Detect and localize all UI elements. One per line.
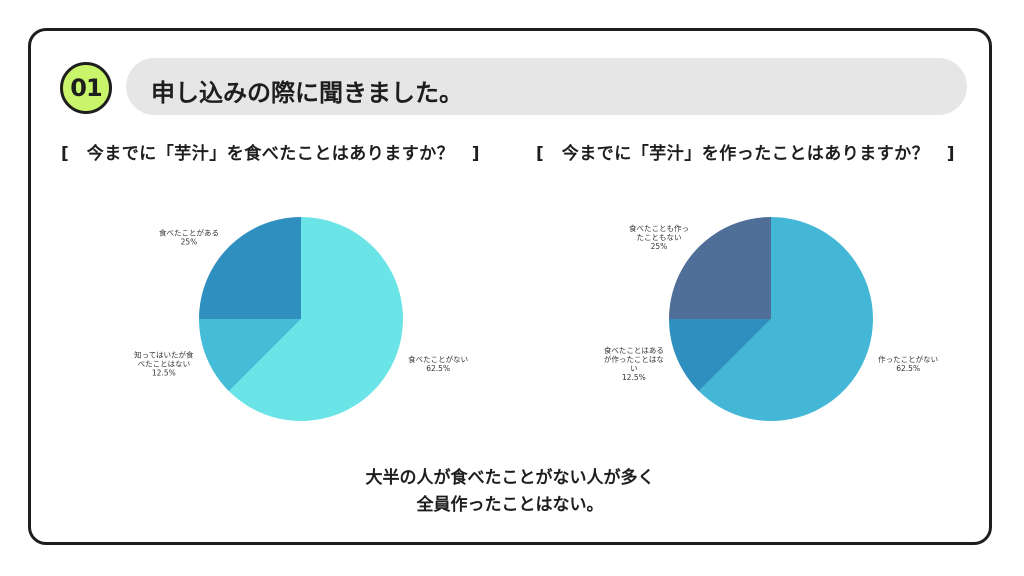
pie-chart-made: 作ったことがない 62.5% 食べたことはあるが作ったことはない 12.5% 食べたこと…	[596, 209, 946, 433]
summary-line-1: 大半の人が食べたことがない人が多く	[365, 468, 655, 488]
pie-label-0-0: 食べたことがない 62.5%	[408, 354, 468, 373]
page-title: 申し込みの際に聞きました。	[151, 79, 463, 107]
summary-line-2: 全員作ったことはない。	[416, 495, 604, 515]
content-card: 01 申し込みの際に聞きました。 [ 今までに「芋汁」を食べたことはありますか？…	[28, 28, 992, 545]
question-right: [ 今までに「芋汁」を作ったことはありますか？ ]	[536, 144, 956, 164]
header-bar	[126, 58, 967, 115]
pie-label-0-1: 知ってはいたが食べたことはない 12.5%	[134, 349, 194, 377]
pie-label-0-2: 食べたことがある 25%	[159, 227, 219, 246]
pie-label-1-1: 食べたことはあるが作ったことはない 12.5%	[604, 345, 664, 382]
section-number-badge: 01	[60, 62, 112, 114]
pie-label-1-2: 食べたことも作ったこともない 25%	[629, 223, 689, 251]
pie-slice-0-0	[228, 217, 403, 421]
pie-slice-0-1	[199, 319, 301, 392]
pie-label-1-0: 作ったことがない 62.5%	[878, 354, 938, 373]
summary-text: 大半の人が食べたことがない人が多く 全員作ったことはない。	[31, 465, 989, 519]
pie-slice-1-2	[669, 217, 771, 319]
question-left: [ 今までに「芋汁」を食べたことはありますか？ ]	[61, 144, 481, 164]
pie-chart-eaten-svg: 食べたことがない 62.5% 知ってはいたが食べたことはない 12.5% 食べたことがあ…	[134, 217, 468, 421]
pie-slice-1-0	[698, 217, 873, 421]
pie-chart-eaten: 食べたことがない 62.5% 知ってはいたが食べたことはない 12.5% 食べたことがあ…	[126, 209, 476, 433]
pie-slice-1-1	[669, 319, 771, 392]
pie-chart-made-svg: 作ったことがない 62.5% 食べたことはあるが作ったことはない 12.5% 食べたこと…	[604, 217, 938, 421]
pie-slice-0-2	[199, 217, 301, 319]
